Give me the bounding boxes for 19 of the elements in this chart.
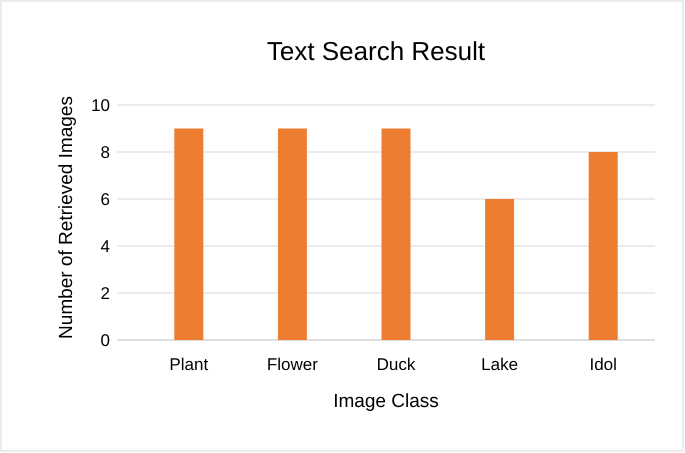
bar xyxy=(174,128,204,340)
x-tick-label: Lake xyxy=(481,355,518,374)
bar xyxy=(588,152,618,340)
x-tick-label: Duck xyxy=(376,355,416,374)
y-tick-label: 8 xyxy=(100,142,110,162)
y-tick-label: 0 xyxy=(100,330,110,350)
bar xyxy=(485,199,514,340)
x-tick-label: Idol xyxy=(589,355,617,374)
y-tick-label: 4 xyxy=(100,236,110,256)
chart-title: Text Search Result xyxy=(266,36,486,66)
y-tick-label: 2 xyxy=(100,284,110,303)
y-axis-title: Number of Retrieved Images xyxy=(56,96,77,339)
y-tick-label: 10 xyxy=(91,96,110,115)
bar xyxy=(278,128,307,340)
x-tick-label: Flower xyxy=(266,355,318,374)
y-tick-label: 6 xyxy=(100,190,110,209)
x-axis-title: Image Class xyxy=(333,391,439,412)
x-tick-label: Plant xyxy=(169,355,208,374)
bar xyxy=(381,128,411,340)
